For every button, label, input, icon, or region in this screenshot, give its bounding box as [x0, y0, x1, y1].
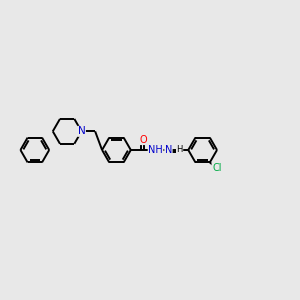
Text: N: N — [165, 145, 172, 155]
Text: O: O — [140, 135, 148, 145]
Text: N: N — [78, 126, 86, 136]
Text: NH: NH — [148, 145, 163, 155]
Text: H: H — [176, 146, 183, 154]
Text: Cl: Cl — [212, 163, 221, 173]
